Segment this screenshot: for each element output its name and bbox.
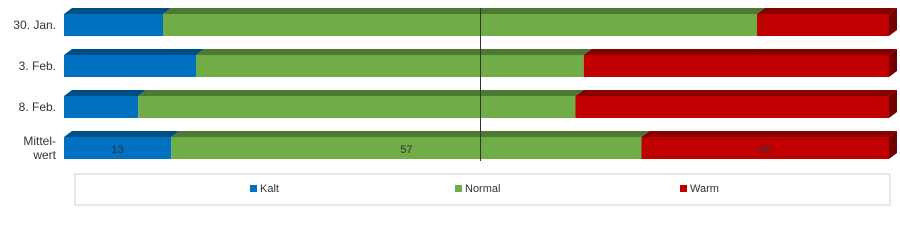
bar: [171, 137, 642, 159]
bar: [64, 96, 139, 118]
bar-top: [163, 8, 765, 14]
bar-side: [889, 8, 897, 36]
plot: 13 57 30 Kalt Normal Warm: [64, 8, 897, 206]
bar: [641, 137, 889, 159]
bar-top: [64, 131, 180, 137]
bar-side: [889, 49, 897, 77]
bar-top: [171, 131, 650, 137]
bar-top: [641, 131, 897, 137]
bar-side: [889, 90, 897, 118]
legend-box: [74, 173, 891, 206]
y-tick-label: 30. Jan.: [13, 18, 56, 32]
bar: [163, 14, 757, 36]
bar: [575, 96, 889, 118]
y-tick-label: 3. Feb.: [18, 59, 56, 73]
legend-swatch: [455, 185, 462, 192]
bar: [583, 55, 889, 77]
legend-swatch: [250, 185, 257, 192]
bar: [138, 96, 576, 118]
bar: [64, 14, 163, 36]
data-label: 13: [112, 144, 124, 156]
bar-top: [575, 90, 897, 96]
y-tick-label: 8. Feb.: [18, 100, 56, 114]
legend-label: Kalt: [260, 183, 279, 195]
bar-top: [196, 49, 592, 55]
bar-top: [757, 8, 897, 14]
chart: 13 57 30 Kalt Normal Warm 30. Jan. 3. Feb. 8. F…: [13, 8, 897, 206]
bar: [64, 55, 196, 77]
legend-label: Warm: [690, 183, 719, 195]
bar-top: [138, 90, 584, 96]
legend-label: Normal: [465, 183, 500, 195]
bar-side: [889, 131, 897, 159]
bar-top: [64, 8, 171, 14]
bar: [757, 14, 889, 36]
legend-swatch: [680, 185, 687, 192]
bar-top: [583, 49, 897, 55]
bar: [64, 137, 172, 159]
bar-top: [64, 90, 147, 96]
bar-top: [64, 49, 204, 55]
y-tick-label: Mittel- wert: [23, 134, 56, 162]
data-label: 57: [400, 144, 412, 156]
bar: [196, 55, 584, 77]
data-label: 30: [759, 144, 771, 156]
